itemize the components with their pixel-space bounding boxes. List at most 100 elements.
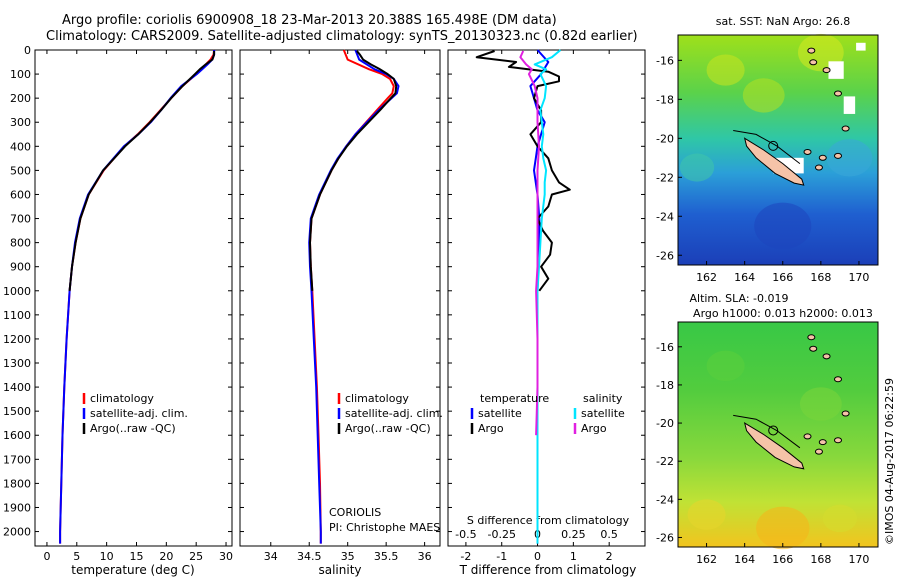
- x-tick-label: 25: [189, 550, 203, 563]
- masked-area: [828, 61, 844, 79]
- y-tick-label: 800: [10, 237, 31, 250]
- y-tick-label: 400: [10, 140, 31, 153]
- x-tick-label: 168: [810, 553, 831, 566]
- series-line-argo: [309, 50, 398, 291]
- island: [803, 148, 812, 155]
- x-tick-label: 1: [570, 550, 577, 563]
- map-title: sat. SST: NaN Argo: 26.8: [716, 15, 850, 28]
- island: [809, 345, 818, 352]
- map-texture-patch: [742, 78, 785, 113]
- legend-label: satellite: [581, 407, 625, 420]
- map-texture-patch: [754, 202, 812, 250]
- legend-label: Argo: [478, 422, 504, 435]
- annotation-text: PI: Christophe MAES: [329, 521, 440, 534]
- salinity-panel: 34 34.5 35 35.5 36 salinity climatology satelli…: [239, 49, 443, 577]
- y-tick-label: -26: [656, 249, 674, 262]
- map-texture-patch: [706, 54, 745, 86]
- x-tick-label: 2: [606, 550, 613, 563]
- x-tick-label: 168: [810, 271, 831, 284]
- credit-text: ©IMOS 04-Aug-2017 06:22:59: [883, 378, 896, 545]
- island: [818, 154, 827, 161]
- chart-title-line2: Climatology: CARS2009. Satellite-adjuste…: [46, 29, 638, 44]
- x-axis-label: T difference from climatology: [459, 563, 637, 577]
- y-tick-label: 1300: [3, 357, 31, 370]
- s-tick-label: -0.5: [455, 528, 476, 541]
- map-frame: [677, 321, 879, 548]
- s-tick-label: 0.25: [561, 528, 586, 541]
- argo-position-marker: [768, 425, 779, 436]
- island-new-caledonia: [743, 422, 805, 470]
- x-tick-label: 34.5: [297, 550, 322, 563]
- island: [834, 152, 842, 159]
- x-tick-label: 166: [772, 271, 793, 284]
- diff-sal-argo: [519, 50, 540, 436]
- y-tick-label: 100: [10, 68, 31, 81]
- series-line-argo: [68, 51, 216, 291]
- island: [841, 125, 850, 132]
- x-tick-label: -1: [496, 550, 507, 563]
- island: [809, 59, 818, 66]
- map-title: Altim. SLA: -0.019: [689, 292, 788, 305]
- island: [818, 439, 827, 446]
- y-tick-label: 1400: [3, 381, 31, 394]
- legend-label: climatology: [345, 392, 409, 405]
- island: [841, 410, 850, 417]
- y-tick-label: 1500: [3, 405, 31, 418]
- x-tick-label: 20: [159, 550, 173, 563]
- y-tick-label: -22: [656, 455, 674, 468]
- chart-title-line1: Argo profile: coriolis 6900908_18 23-Mar…: [62, 13, 557, 28]
- island: [822, 67, 831, 74]
- plot-frame: [34, 49, 233, 547]
- legend-label: Argo(..raw -QC): [345, 422, 431, 435]
- x-tick-label: 162: [696, 271, 717, 284]
- y-tick-label: -24: [656, 493, 674, 506]
- annotation-text: CORIOLIS: [329, 506, 381, 519]
- x-tick-label: 162: [696, 553, 717, 566]
- y-tick-label: -24: [656, 210, 674, 223]
- legend-title: temperature: [480, 392, 549, 405]
- map-texture-patch: [822, 504, 858, 533]
- sla-map-panel: Altim. SLA: -0.019 Argo h1000: 0.013 h200…: [656, 292, 879, 566]
- y-tick-label: 700: [10, 213, 31, 226]
- map-frame: [677, 34, 879, 266]
- island: [834, 437, 842, 444]
- s-axis-label: S difference from climatology: [467, 514, 630, 527]
- y-tick-label: -18: [656, 379, 674, 392]
- x-tick-label: 164: [734, 553, 755, 566]
- difference-panel: -2 -1 0 1 2-0.5 -0.25 0 0.25 0.5S difference fro…: [447, 49, 646, 577]
- x-tick-label: 35.5: [374, 550, 399, 563]
- masked-area: [843, 96, 856, 114]
- legend-label: satellite-adj. clim.: [345, 407, 443, 420]
- reef-outline: [733, 130, 801, 164]
- island: [822, 353, 831, 360]
- x-tick-label: 15: [129, 550, 143, 563]
- x-tick-label: 166: [772, 553, 793, 566]
- map-texture-patch: [756, 506, 810, 550]
- temperature-panel: 0100200300400500600700800900100011001200…: [3, 44, 233, 577]
- island: [803, 433, 812, 440]
- x-axis-label: salinity: [318, 563, 361, 577]
- s-tick-label: 0.5: [600, 528, 618, 541]
- map-texture-patch: [706, 350, 745, 382]
- legend-label: satellite-adj. clim.: [90, 407, 188, 420]
- x-tick-label: 5: [73, 550, 80, 563]
- y-tick-label: 600: [10, 188, 31, 201]
- y-tick-label: 0: [24, 44, 31, 57]
- y-tick-label: 300: [10, 116, 31, 129]
- map-texture-patch: [687, 499, 726, 530]
- y-tick-label: 1900: [3, 501, 31, 514]
- y-tick-label: 1800: [3, 477, 31, 490]
- x-axis-label: temperature (deg C): [71, 563, 194, 577]
- y-tick-label: 1000: [3, 285, 31, 298]
- legend-label: Argo: [581, 422, 607, 435]
- x-tick-label: 164: [734, 271, 755, 284]
- x-tick-label: 0: [43, 550, 50, 563]
- x-tick-label: 35: [341, 550, 355, 563]
- masked-area: [856, 42, 866, 51]
- legend-title: salinity: [583, 392, 623, 405]
- map-texture-patch: [826, 139, 873, 177]
- y-tick-label: 1200: [3, 333, 31, 346]
- x-tick-label: 10: [100, 550, 114, 563]
- legend-label: climatology: [90, 392, 154, 405]
